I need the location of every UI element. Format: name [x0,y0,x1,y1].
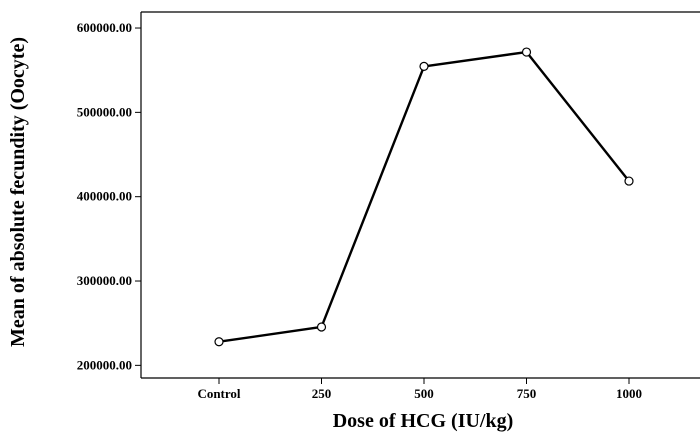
x-axis-ticks: Control 250 500 750 1000 [197,378,642,401]
data-point-marker [521,47,532,57]
y-tick-label: 400000.00 [77,189,132,204]
series-line [218,50,630,343]
y-tick-label: 500000.00 [77,104,132,119]
x-tick-label: 750 [517,386,537,401]
y-tick-label: 300000.00 [77,273,132,288]
y-axis-title: Mean of absolute fecundity (Oocyte) [7,37,29,347]
x-tick-label: 500 [414,386,434,401]
data-point-marker [316,322,327,332]
y-tick-label: 200000.00 [77,357,132,372]
x-axis-title: Dose of HCG (IU/kg) [333,410,514,432]
data-point-marker [624,176,634,186]
series-group [214,47,634,347]
y-axis-ticks: 200000.00 300000.00 400000.00 500000.00 6000… [77,20,141,372]
data-point-marker [419,61,429,71]
y-tick-label: 600000.00 [77,20,132,35]
x-tick-label: 250 [312,386,332,401]
x-tick-label: 1000 [616,386,642,401]
data-point-marker [214,337,224,347]
x-tick-label: Control [197,386,240,401]
plot-frame [140,11,700,379]
